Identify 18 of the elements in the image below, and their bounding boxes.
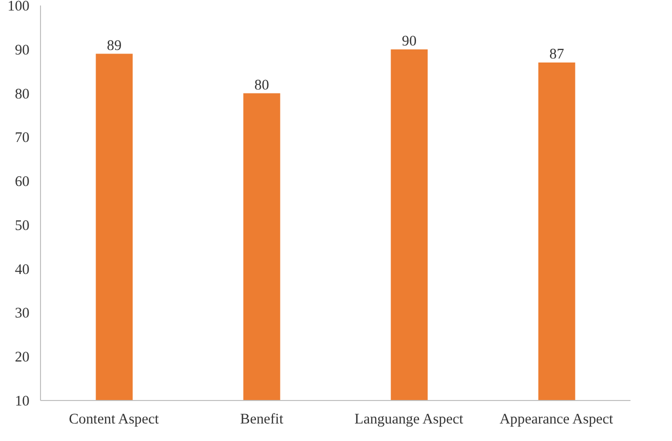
- y-tick-label: 50: [14, 218, 30, 234]
- data-label: 90: [402, 33, 417, 50]
- data-label: 87: [549, 46, 564, 63]
- y-tick-label: 80: [14, 86, 30, 102]
- data-label: 89: [106, 38, 122, 54]
- y-tick-label: 60: [14, 174, 30, 190]
- x-tick-label: Benefit: [240, 412, 284, 428]
- y-tick-label: 70: [14, 130, 30, 146]
- x-tick-label: Appearance Aspect: [500, 412, 614, 428]
- y-tick-label: 100: [8, 0, 30, 14]
- y-tick-label: 90: [14, 42, 30, 58]
- x-tick-label: Content Aspect: [68, 412, 159, 428]
- y-tick-label: 20: [14, 350, 30, 366]
- y-tick-label: 10: [14, 394, 30, 410]
- data-label: 80: [254, 77, 270, 94]
- y-tick-label: 30: [14, 306, 30, 322]
- x-tick-label: Languange Aspect: [354, 412, 464, 428]
- y-tick-label: 40: [14, 262, 30, 278]
